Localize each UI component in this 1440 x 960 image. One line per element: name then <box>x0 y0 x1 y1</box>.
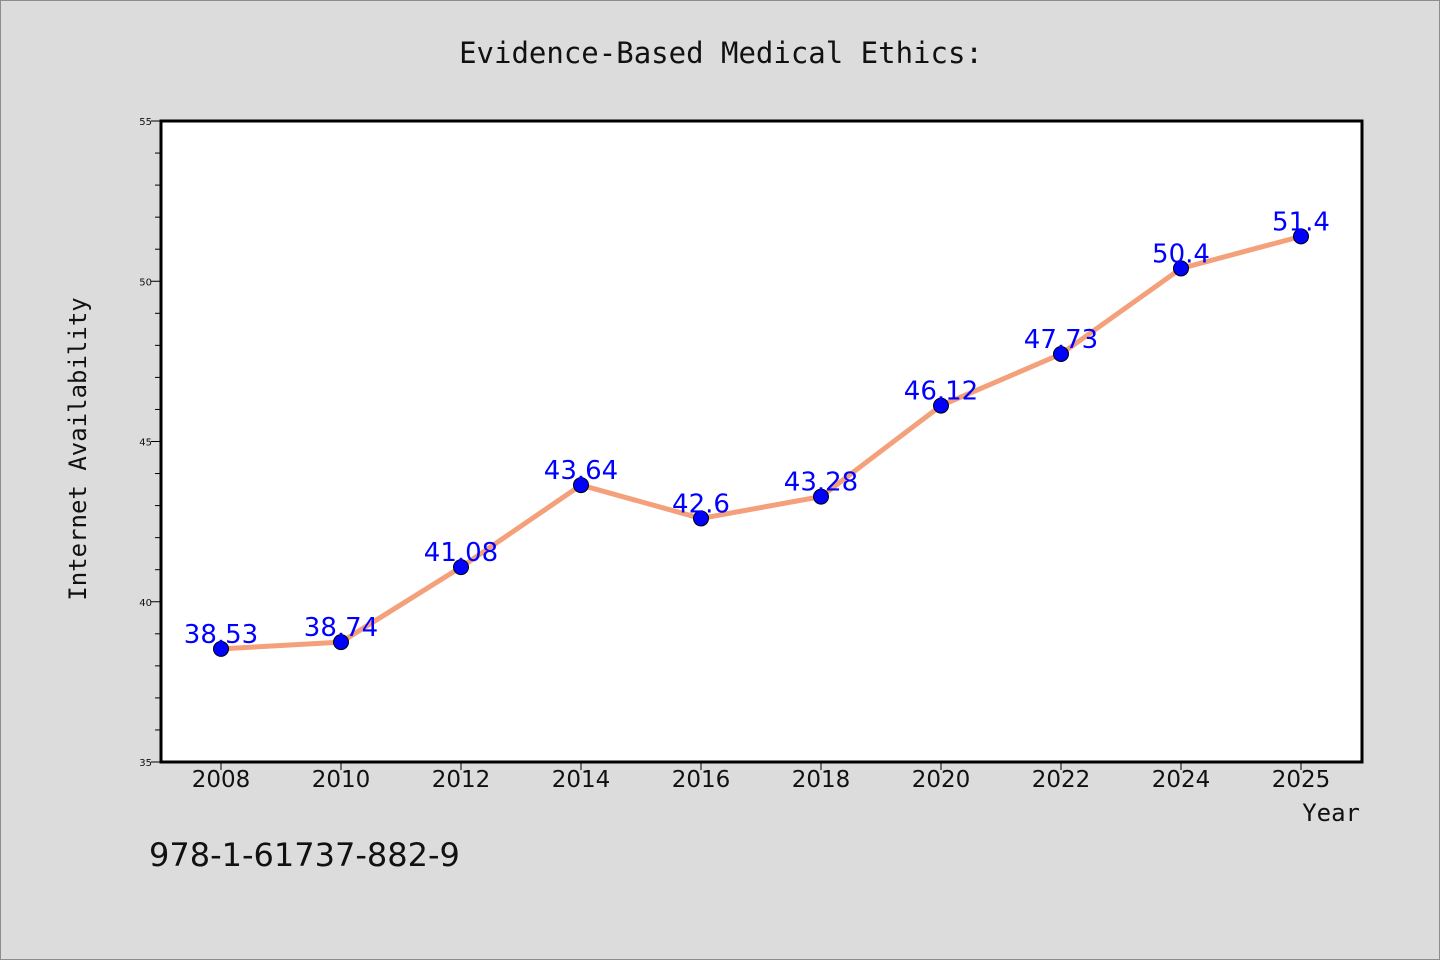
x-axis-label: Year <box>1302 799 1360 827</box>
data-label: 51.4 <box>1272 207 1330 237</box>
x-tick-label: 2025 <box>1272 767 1331 793</box>
data-point <box>813 488 829 505</box>
x-tick-label: 2022 <box>1032 767 1091 793</box>
data-point <box>333 634 349 651</box>
series-line <box>218 233 1304 652</box>
series-layer: 38.53 38.74 41.08 43.64 42.6 43.28 46.12 47.73 5… <box>184 207 1330 657</box>
data-label: 47.73 <box>1024 325 1098 355</box>
x-tick-label: 2024 <box>1152 767 1211 793</box>
data-point <box>1053 346 1069 363</box>
plot-area <box>159 119 1364 764</box>
data-label: 50.4 <box>1152 239 1210 269</box>
data-point <box>1293 228 1309 245</box>
data-point <box>693 510 709 527</box>
x-tick-label: 2012 <box>432 767 491 793</box>
y-tick-label: 55 <box>139 117 152 128</box>
data-label: 46.12 <box>904 377 978 407</box>
y-axis-label: Internet Availability <box>64 297 92 600</box>
x-tick-label: 2008 <box>192 767 251 793</box>
x-tick-label: 2014 <box>552 767 611 793</box>
data-label: 43.64 <box>544 456 618 486</box>
footer-isbn: 978-1-61737-882-9 <box>149 836 460 874</box>
data-point <box>573 477 589 494</box>
x-tick-label: 2018 <box>792 767 851 793</box>
data-label: 38.53 <box>184 620 258 650</box>
data-point <box>1173 260 1189 277</box>
data-label: 41.08 <box>424 538 498 568</box>
data-label: 43.28 <box>784 468 858 498</box>
data-point <box>933 397 949 414</box>
y-tick-label: 40 <box>139 598 152 609</box>
data-label: 42.6 <box>672 489 730 519</box>
data-point <box>213 640 229 657</box>
x-tick-label: 2010 <box>312 767 371 793</box>
y-tick-label: 45 <box>139 438 152 449</box>
x-axis-ticks: 2008 2010 2012 2014 2016 2018 2020 2022 2024 2025 <box>192 762 1331 793</box>
x-tick-label: 2020 <box>912 767 971 793</box>
y-tick-label: 50 <box>139 277 152 288</box>
data-label: 38.74 <box>304 613 378 643</box>
chart-title: Evidence-Based Medical Ethics: <box>459 36 983 70</box>
data-point <box>453 559 469 576</box>
y-axis-ticks: 35 40 45 50 55 <box>139 117 161 769</box>
y-tick-label: 35 <box>139 758 152 769</box>
x-tick-label: 2016 <box>672 767 731 793</box>
